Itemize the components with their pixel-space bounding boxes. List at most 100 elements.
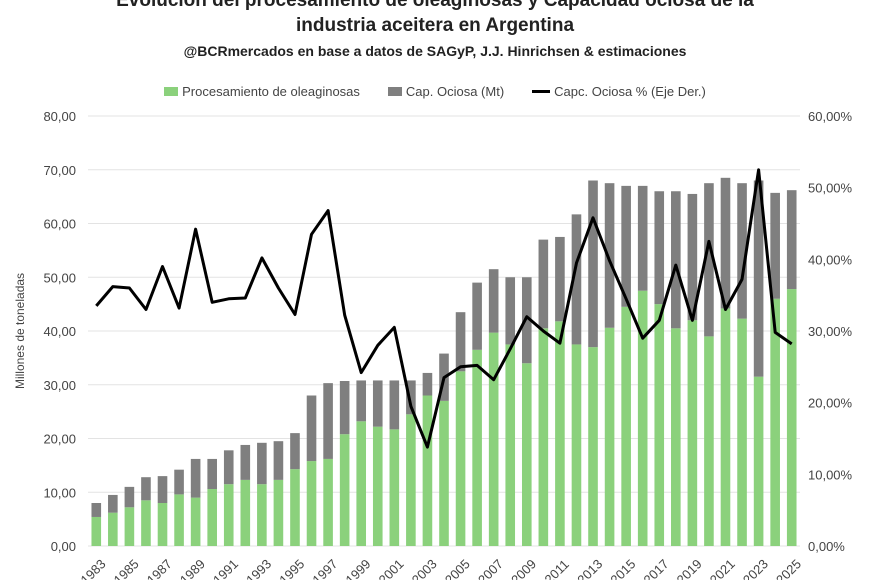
y-axis-label: Millones de toneladas	[13, 273, 27, 389]
y2-tick-label: 40,00%	[808, 252, 853, 267]
bar-processing-2008	[505, 344, 516, 546]
bar-idle-capacity-2012	[571, 214, 582, 345]
bar-processing-1987	[157, 503, 168, 546]
legend-swatch-green	[164, 87, 179, 96]
x-tick-label: 2017	[641, 556, 672, 580]
bar-idle-capacity-2025	[786, 190, 797, 290]
y2-tick-label: 30,00%	[808, 324, 853, 339]
y2-tick-label: 20,00%	[808, 396, 853, 411]
bar-idle-capacity-1987	[157, 476, 168, 503]
bar-processing-1983	[91, 516, 102, 546]
bar-idle-capacity-2018	[671, 191, 681, 329]
x-tick-label: 1983	[78, 556, 109, 580]
y2-tick-label: 0,00%	[808, 539, 845, 554]
bar-processing-2023	[753, 376, 764, 546]
y2-tick-label: 50,00%	[808, 181, 853, 196]
bar-processing-1990	[207, 489, 217, 546]
bar-processing-2011	[555, 321, 565, 546]
legend-swatch-line	[532, 90, 551, 93]
bar-processing-2010	[538, 328, 549, 546]
bar-idle-capacity-1990	[207, 458, 217, 490]
line-idle-pct	[95, 168, 793, 449]
bar-idle-capacity-2013	[588, 180, 598, 348]
bar-idle-capacity-2001	[389, 380, 400, 430]
bar-processing-1997	[323, 458, 333, 546]
bar-processing-1998	[339, 434, 350, 546]
x-tick-label: 2003	[409, 556, 440, 580]
bar-processing-2012	[571, 344, 582, 546]
bar-idle-capacity-1993	[257, 442, 267, 485]
bar-idle-capacity-1995	[290, 433, 300, 470]
x-tick-label: 1987	[144, 556, 175, 580]
bar-processing-1986	[141, 500, 151, 546]
x-tick-label: 2007	[475, 556, 506, 580]
bar-processing-2019	[687, 320, 698, 546]
bar-idle-capacity-2010	[538, 239, 549, 329]
bar-processing-1984	[108, 512, 118, 546]
chart-subtitle: @BCRmercados en base a datos de SAGyP, J…	[183, 43, 687, 59]
y-tick-label: 40,00	[43, 324, 76, 339]
bar-idle-capacity-1986	[141, 477, 151, 501]
bar-idle-capacity-2002	[406, 380, 416, 415]
bar-processing-1999	[356, 421, 367, 546]
legend-swatch-gray	[387, 87, 402, 96]
bar-processing-2017	[654, 304, 665, 546]
x-tick-label: 2015	[607, 556, 638, 580]
chart-title-line2: industria aceitera en Argentina	[295, 15, 575, 36]
bar-processing-2015	[621, 306, 631, 546]
bar-idle-capacity-2019	[687, 193, 698, 321]
y-tick-label: 70,00	[43, 163, 76, 178]
x-tick-label: 2021	[707, 556, 738, 580]
bar-idle-capacity-1983	[91, 503, 102, 517]
x-tick-label: 2005	[442, 556, 473, 580]
y-tick-label: 80,00	[43, 109, 76, 124]
bar-processing-1991	[223, 484, 234, 546]
x-tick-label: 1985	[111, 556, 142, 580]
bar-processing-2001	[389, 429, 400, 546]
bar-processing-2021	[720, 308, 731, 546]
bar-processing-1993	[257, 484, 267, 546]
bar-idle-capacity-2023	[753, 180, 764, 377]
legend: Procesamiento de oleaginosas Cap. Ociosa…	[0, 84, 870, 99]
bar-processing-2002	[406, 414, 416, 546]
bar-idle-capacity-2000	[372, 380, 383, 427]
bar-idle-capacity-1988	[174, 469, 184, 495]
x-tick-label: 2009	[508, 556, 539, 580]
x-tick-label: 2013	[574, 556, 605, 580]
legend-item-idle-pct: Capc. Ociosa % (Eje Der.)	[532, 84, 706, 99]
bar-processing-1996	[306, 461, 317, 546]
x-tick-label: 2001	[376, 556, 407, 580]
y-tick-label: 60,00	[43, 217, 76, 232]
bar-processing-2020	[704, 336, 714, 546]
bar-processing-2024	[770, 298, 780, 546]
bar-processing-1988	[174, 494, 184, 546]
legend-label: Capc. Ociosa % (Eje Der.)	[554, 84, 706, 99]
legend-label: Procesamiento de oleaginosas	[182, 84, 360, 99]
bar-idle-capacity-1997	[323, 383, 333, 459]
bar-processing-2005	[455, 371, 466, 546]
bar-processing-2022	[737, 318, 747, 546]
x-tick-label: 2025	[773, 556, 804, 580]
bar-processing-2003	[422, 395, 433, 546]
bar-idle-capacity-2009	[521, 277, 532, 364]
x-tick-label: 1999	[342, 556, 373, 580]
bar-idle-capacity-2011	[555, 236, 565, 322]
bar-processing-2016	[637, 290, 648, 546]
bar-idle-capacity-2014	[604, 183, 615, 328]
x-tick-label: 2023	[740, 556, 771, 580]
x-tick-label: 2019	[674, 556, 705, 580]
x-tick-label: 1993	[243, 556, 274, 580]
y-tick-label: 50,00	[43, 270, 76, 285]
bar-processing-1989	[190, 497, 201, 546]
x-tick-label: 1989	[177, 556, 208, 580]
bar-idle-capacity-1996	[306, 395, 317, 462]
y2-tick-label: 60,00%	[808, 109, 853, 124]
bar-idle-capacity-2017	[654, 191, 665, 305]
bar-processing-2018	[671, 328, 681, 546]
bar-processing-1985	[124, 507, 135, 546]
chart-title-line1: Evolución del procesamiento de oleaginos…	[116, 0, 754, 11]
bar-processing-2013	[588, 347, 598, 546]
bar-processing-2006	[472, 349, 482, 546]
bar-processing-2009	[521, 363, 532, 546]
